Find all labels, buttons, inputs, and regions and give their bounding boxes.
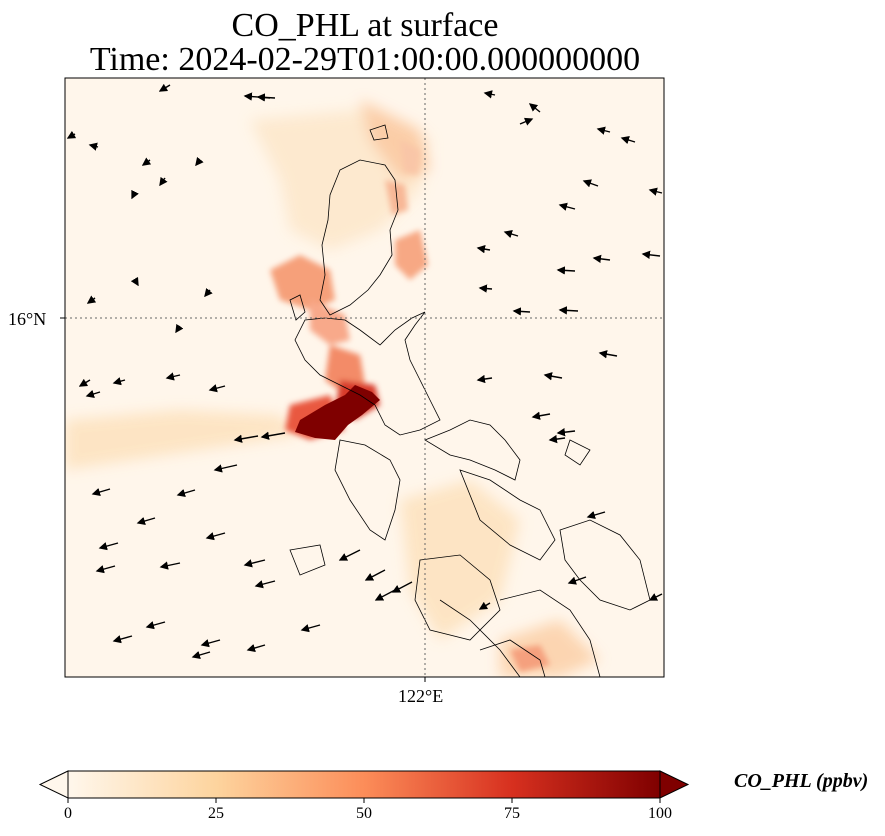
colorbar-tick-25: 25 <box>208 805 224 822</box>
colorbar-tick-100: 100 <box>648 805 672 822</box>
colorbar-extend-min <box>38 770 69 799</box>
colorbar-label: CO_PHL (ppbv) <box>734 770 869 792</box>
chart-title: CO_PHL at surface <box>231 7 499 44</box>
latitude-tick-label: 16°N <box>8 309 47 329</box>
wind-vectors <box>66 83 663 660</box>
co-hotspot <box>295 385 380 440</box>
map-frame <box>64 77 665 678</box>
colorbar-tick-0: 0 <box>64 805 72 822</box>
colorbar-extend-max <box>659 770 690 799</box>
longitude-tick-label: 122°E <box>398 686 444 706</box>
colorbar-tick-75: 75 <box>504 805 520 822</box>
chart-subtitle-time: Time: 2024-02-29T01:00:00.000000000 <box>89 41 641 78</box>
map-area <box>65 78 664 677</box>
coastlines <box>289 124 651 677</box>
co-concentration-field <box>65 100 600 677</box>
colorbar <box>38 770 690 803</box>
colorbar-gradient <box>68 771 660 798</box>
colorbar-tick-50: 50 <box>356 805 372 822</box>
